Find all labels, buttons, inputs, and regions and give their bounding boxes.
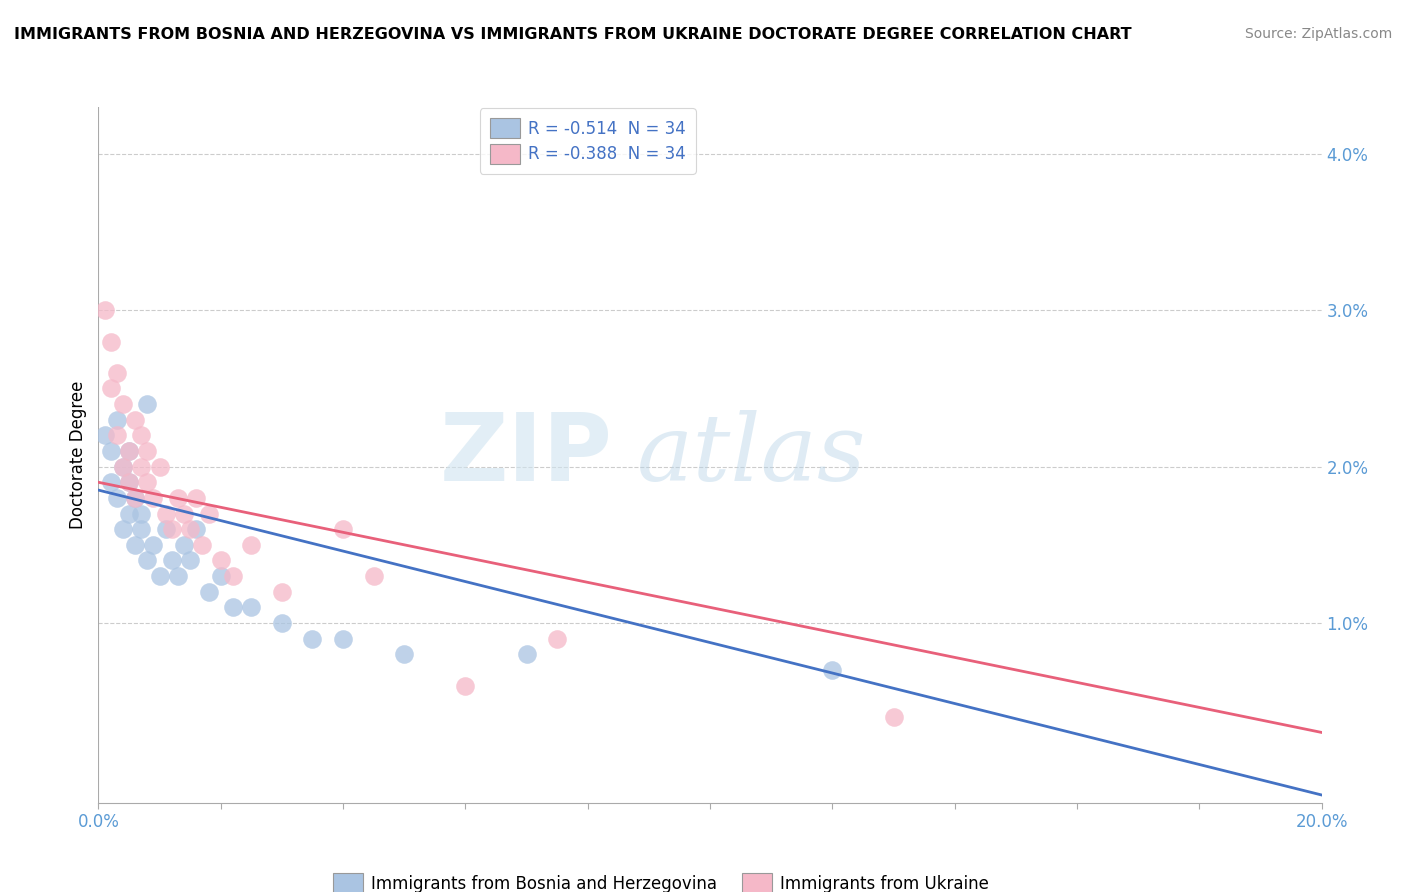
Point: [100, 444, 122, 458]
Point: [111, 522, 134, 536]
Point: [197, 584, 219, 599]
Point: [270, 584, 292, 599]
Point: [155, 507, 177, 521]
Point: [100, 382, 122, 396]
Text: Source: ZipAtlas.com: Source: ZipAtlas.com: [1244, 27, 1392, 41]
Point: [179, 553, 201, 567]
Point: [136, 444, 159, 458]
Point: [118, 444, 141, 458]
Point: [118, 444, 141, 458]
Point: [100, 475, 122, 490]
Point: [118, 507, 141, 521]
Point: [301, 632, 323, 646]
Legend: Immigrants from Bosnia and Herzegovina, Immigrants from Ukraine: Immigrants from Bosnia and Herzegovina, …: [326, 867, 995, 892]
Point: [93, 428, 115, 442]
Point: [222, 600, 245, 615]
Point: [240, 600, 263, 615]
Point: [129, 459, 152, 474]
Point: [129, 428, 152, 442]
Point: [142, 491, 165, 505]
Point: [124, 491, 146, 505]
Point: [332, 632, 354, 646]
Point: [546, 632, 568, 646]
Point: [111, 459, 134, 474]
Point: [124, 538, 146, 552]
Point: [191, 538, 214, 552]
Point: [118, 475, 141, 490]
Point: [173, 507, 195, 521]
Point: [332, 522, 354, 536]
Point: [179, 522, 201, 536]
Point: [105, 366, 128, 380]
Point: [118, 475, 141, 490]
Point: [100, 334, 122, 349]
Point: [129, 522, 152, 536]
Point: [167, 491, 190, 505]
Point: [105, 428, 128, 442]
Point: [105, 413, 128, 427]
Point: [240, 538, 263, 552]
Point: [105, 491, 128, 505]
Text: IMMIGRANTS FROM BOSNIA AND HERZEGOVINA VS IMMIGRANTS FROM UKRAINE DOCTORATE DEGR: IMMIGRANTS FROM BOSNIA AND HERZEGOVINA V…: [14, 27, 1132, 42]
Point: [111, 397, 134, 411]
Point: [149, 569, 172, 583]
Point: [124, 491, 146, 505]
Point: [516, 647, 538, 661]
Point: [270, 615, 292, 630]
Point: [821, 663, 844, 677]
Text: atlas: atlas: [637, 410, 866, 500]
Point: [883, 710, 905, 724]
Point: [209, 569, 232, 583]
Point: [124, 413, 146, 427]
Point: [186, 522, 208, 536]
Point: [142, 538, 165, 552]
Point: [136, 475, 159, 490]
Point: [167, 569, 190, 583]
Point: [209, 553, 232, 567]
Text: ZIP: ZIP: [439, 409, 612, 501]
Point: [454, 679, 477, 693]
Point: [222, 569, 245, 583]
Y-axis label: Doctorate Degree: Doctorate Degree: [69, 381, 87, 529]
Point: [197, 507, 219, 521]
Point: [186, 491, 208, 505]
Point: [173, 538, 195, 552]
Point: [155, 522, 177, 536]
Point: [136, 553, 159, 567]
Point: [111, 459, 134, 474]
Point: [93, 303, 115, 318]
Point: [160, 522, 183, 536]
Point: [392, 647, 416, 661]
Point: [129, 507, 152, 521]
Point: [136, 397, 159, 411]
Point: [363, 569, 385, 583]
Point: [160, 553, 183, 567]
Point: [149, 459, 172, 474]
